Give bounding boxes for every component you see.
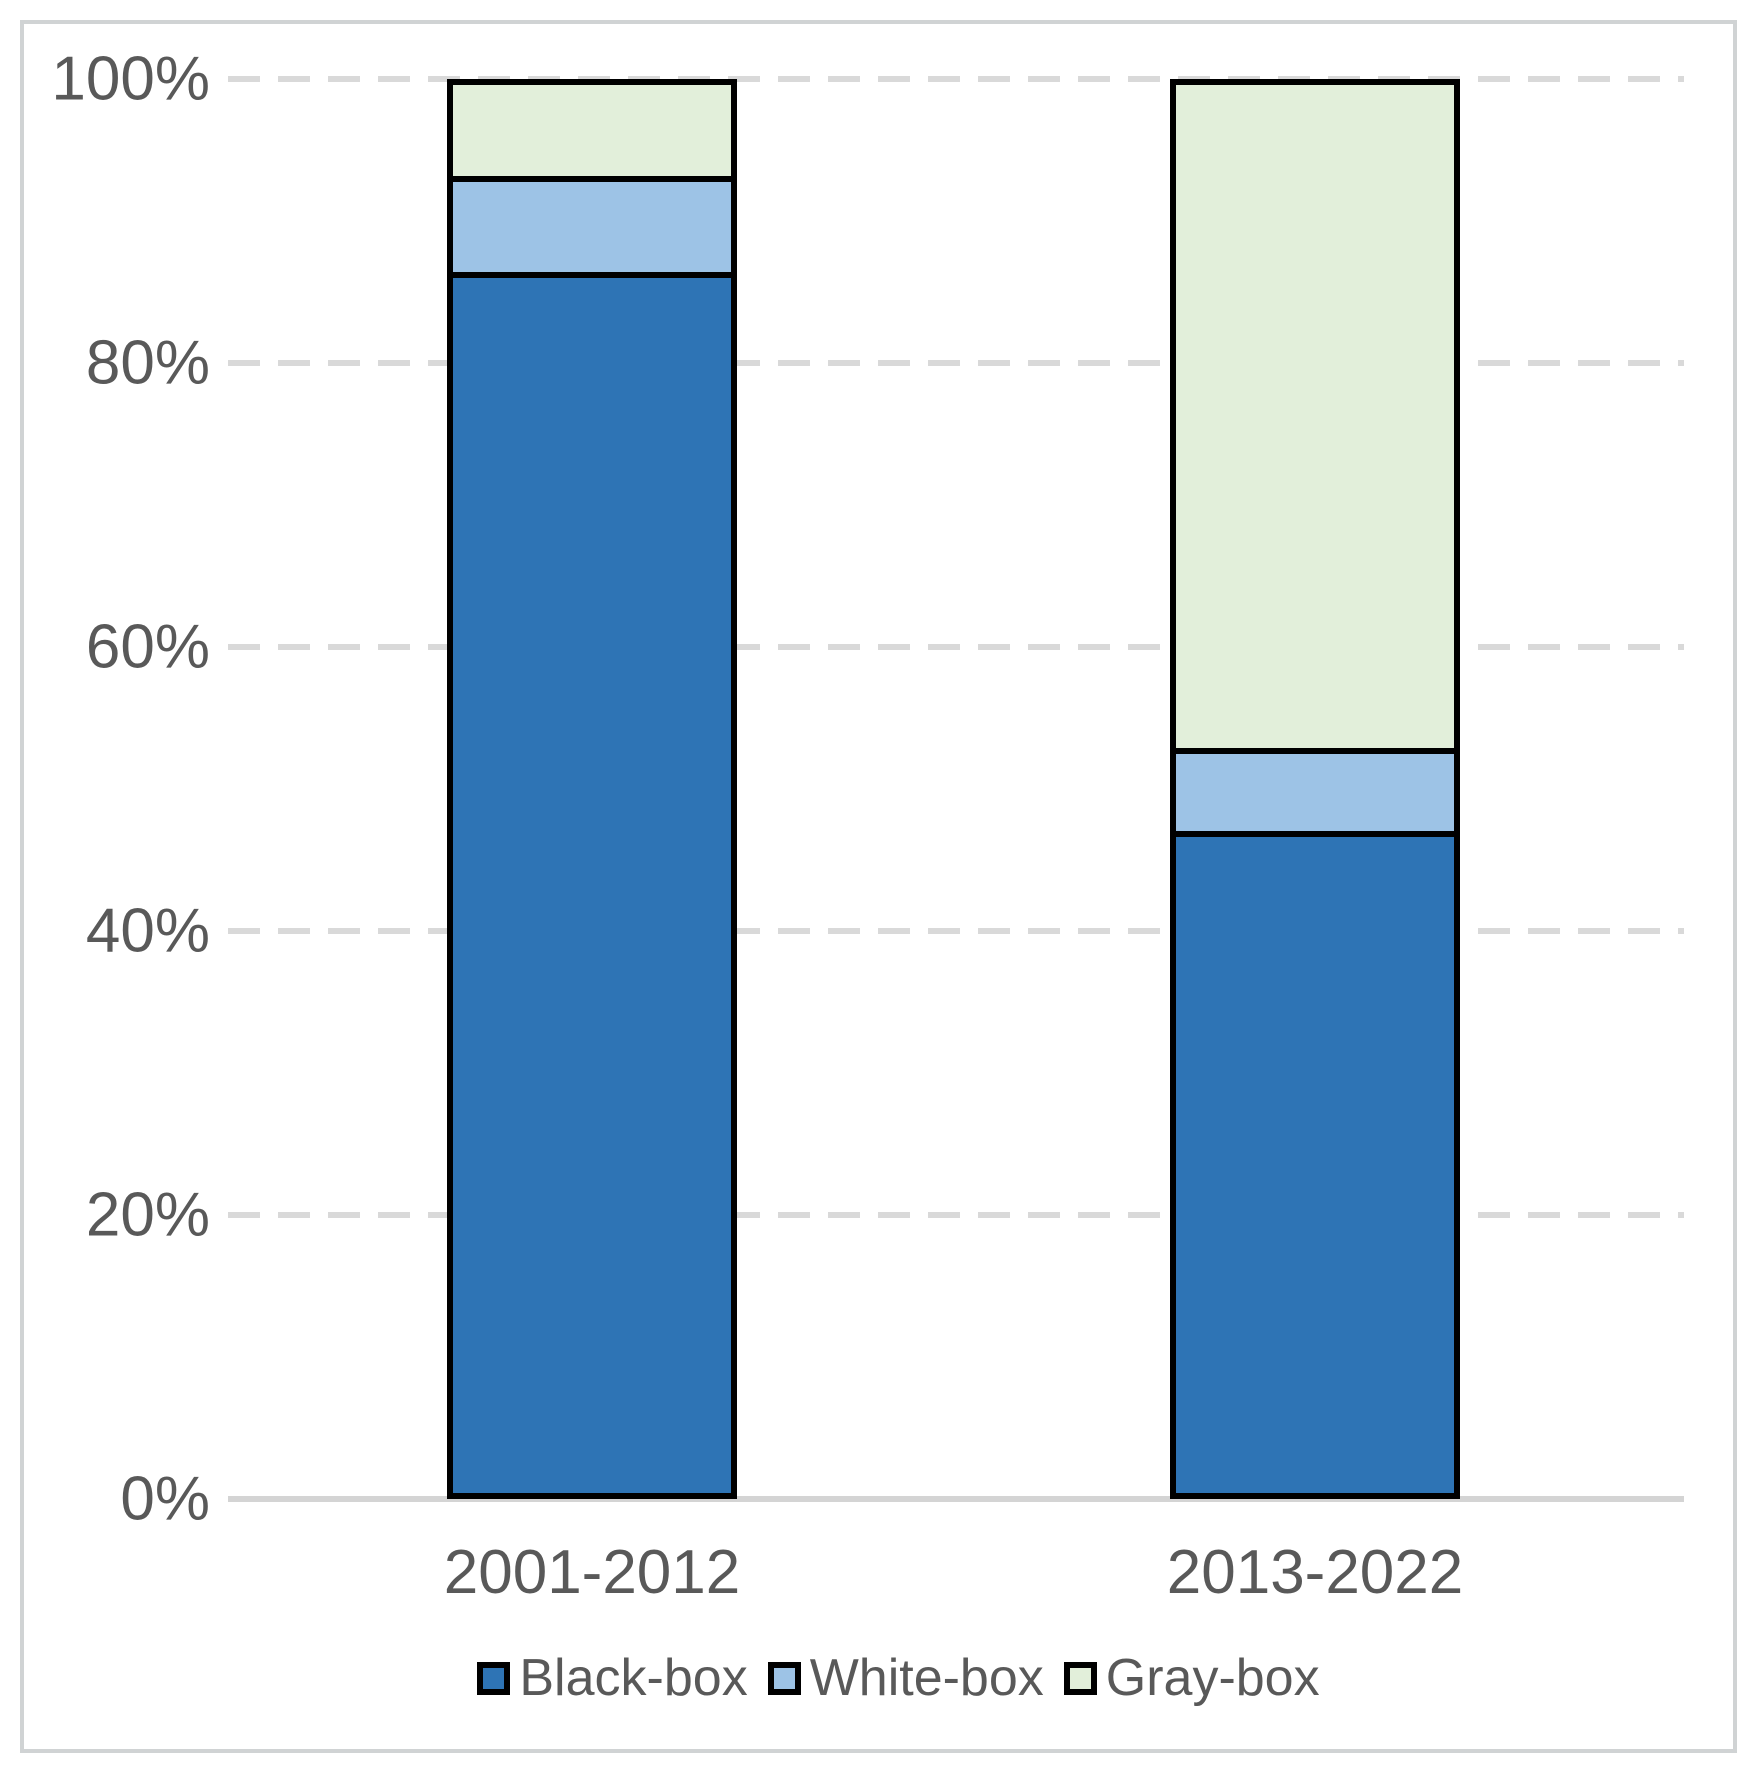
x-category-label: 2013-2022 [1166, 1538, 1464, 1607]
x-axis-line [228, 1496, 1684, 1502]
y-tick-label: 40% [85, 896, 210, 966]
y-tick-label: 60% [85, 612, 210, 682]
bar-segment-gray-box [453, 85, 731, 176]
gridline [228, 1212, 1684, 1218]
gridline [228, 360, 1684, 366]
y-tick-label: 100% [51, 44, 210, 114]
legend-item-gray-box: Gray-box [1063, 1648, 1320, 1708]
gridline [228, 928, 1684, 934]
y-tick-label: 80% [85, 328, 210, 398]
legend-swatch-black-box [477, 1661, 511, 1695]
bar-segment-white-box [1176, 748, 1454, 831]
legend-swatch-gray-box [1063, 1661, 1097, 1695]
y-tick-label: 0% [120, 1464, 210, 1534]
bar-segment-gray-box [1176, 85, 1454, 749]
legend-label: White-box [809, 1649, 1044, 1707]
gridline [228, 644, 1684, 650]
bar-segment-black-box [1176, 830, 1454, 1493]
bar-segment-white-box [453, 175, 731, 273]
x-category-label: 2001-2012 [443, 1538, 741, 1607]
legend-label: Black-box [519, 1649, 748, 1707]
legend-item-black-box: Black-box [477, 1648, 748, 1708]
gridline [228, 76, 1684, 82]
chart-frame [20, 20, 1737, 1753]
y-tick-label: 20% [85, 1180, 210, 1250]
legend-swatch-white-box [767, 1661, 801, 1695]
legend-item-white-box: White-box [767, 1648, 1044, 1708]
bar-segment-black-box [453, 272, 731, 1493]
bar-2001-2012 [447, 79, 737, 1499]
bar-2013-2022 [1170, 79, 1460, 1499]
legend-label: Gray-box [1105, 1649, 1320, 1707]
legend: Black-box White-box Gray-box [0, 1648, 1757, 1708]
